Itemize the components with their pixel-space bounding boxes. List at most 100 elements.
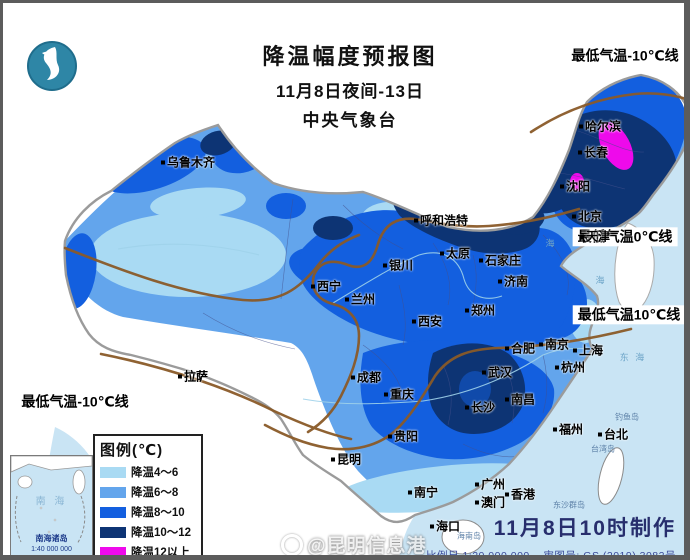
city-dot: [429, 524, 434, 528]
legend-swatch: [100, 486, 126, 498]
city-label: 沈阳: [559, 178, 590, 195]
isotherm-lines: [63, 92, 684, 451]
inset-scale: 1:40 000 000: [31, 546, 72, 553]
city-label: 石家庄: [478, 252, 521, 269]
inset-map-graphic: [11, 456, 92, 545]
annotation-minus10-topright: 最低气温-10℃线: [566, 46, 684, 66]
city-label: 兰州: [344, 291, 375, 308]
sea-label: 海: [545, 238, 557, 249]
city-dot: [413, 218, 418, 222]
city-label: 哈尔滨: [578, 118, 621, 135]
city-dot: [552, 427, 557, 431]
city-label: 澳门: [474, 494, 505, 511]
watermark-text: @昆明信息港: [307, 536, 427, 557]
agency-name: 中央气象台: [302, 111, 398, 130]
city-label: 贵阳: [387, 428, 418, 445]
city-dot: [464, 405, 469, 409]
isotherm-zero: [306, 207, 581, 434]
city-dot: [504, 397, 509, 401]
legend-swatch: [100, 526, 126, 538]
city-dot: [474, 500, 479, 504]
legend-row: 降温6～8: [100, 484, 196, 500]
city-label: 成都: [350, 369, 381, 386]
city-dot: [330, 457, 335, 461]
city-dot: [407, 490, 412, 494]
taiwan-island: [597, 447, 625, 505]
china-temperature-drop-map: [34, 73, 684, 555]
watermark-swirl-icon: [281, 533, 303, 555]
city-dot: [177, 374, 182, 378]
city-label: 西安: [411, 313, 442, 330]
province-borders: [202, 130, 645, 458]
watermark: @昆明信息港: [281, 531, 427, 557]
island-label: 海南岛: [457, 531, 481, 541]
city-label: 南京: [538, 336, 569, 353]
city-dot: [439, 251, 444, 255]
legend-swatch: [100, 466, 126, 478]
city-label: 拉萨: [177, 368, 208, 385]
city-label: 呼和浩特: [413, 212, 468, 229]
city-label: 乌鲁木齐: [160, 154, 215, 171]
city-label: 杭州: [554, 359, 585, 376]
weather-dragon-logo: [27, 41, 77, 91]
city-label: 长春: [577, 144, 608, 161]
city-label: 重庆: [383, 386, 414, 403]
legend-swatch: [100, 506, 126, 518]
city-dot: [579, 234, 584, 238]
city-dot: [572, 348, 577, 352]
city-dot: [474, 482, 479, 486]
legend-row: 降温12以上: [100, 544, 196, 555]
city-dot: [504, 492, 509, 496]
city-dot: [160, 160, 165, 164]
city-label: 郑州: [464, 302, 495, 319]
hainan-island: [441, 519, 485, 555]
city-dot: [478, 258, 483, 262]
city-label: 合肥: [504, 340, 535, 357]
production-time: 11月8日10时制作: [493, 517, 676, 540]
city-dot: [383, 392, 388, 396]
isotherm-minus10-northeast: [529, 92, 684, 134]
city-dot: [538, 342, 543, 346]
city-label: 南宁: [407, 484, 438, 501]
city-label: 南昌: [504, 391, 535, 408]
annotation-minus10-left: 最低气温-10℃线: [16, 392, 134, 412]
isotherm-ten: [263, 327, 633, 451]
annotation-ten: 最低气温10℃线: [572, 305, 684, 325]
annotation-zero: 最低气温0℃线: [572, 227, 678, 247]
city-label: 长沙: [464, 399, 495, 416]
city-dot: [310, 284, 315, 288]
inset-caption: 南海诸岛: [35, 534, 68, 543]
city-dot: [411, 319, 416, 323]
city-label: 上海: [572, 342, 603, 359]
isotherm-minus10-west: [63, 233, 361, 302]
map-scale: 比例尺 1:20 000 000: [426, 550, 530, 560]
forecast-date-range: 11月8日夜间-13日: [276, 82, 424, 101]
south-china-sea-inset: 南 海 南海诸岛 1:40 000 000: [10, 455, 93, 555]
legend-row: 降温4～6: [100, 464, 196, 480]
city-label: 太原: [439, 245, 470, 262]
city-dot: [578, 124, 583, 128]
city-dot: [577, 150, 582, 154]
city-dot: [597, 432, 602, 436]
legend-title: 图例(℃): [100, 442, 164, 459]
city-label: 昆明: [330, 451, 361, 468]
inset-sea-label: 南 海: [35, 496, 68, 508]
city-dot: [382, 263, 387, 267]
approval-number: 审图号: GS (2019) 3082号: [543, 550, 676, 560]
legend-swatch: [100, 546, 126, 555]
city-label: 香港: [504, 486, 535, 503]
city-label: 广州: [474, 476, 505, 493]
map-scale-and-approval: 比例尺 1:20 000 000 审图号: GS (2019) 3082号: [426, 548, 676, 560]
sea-label: 东 海: [619, 352, 647, 363]
legend: 图例(℃) 降温4～6 降温6～8 降温8～10 降温10～12 降温12以上: [93, 434, 203, 555]
city-label: 福州: [552, 421, 583, 438]
city-dot: [387, 434, 392, 438]
island-label: 东沙群岛: [553, 500, 585, 510]
legend-row: 降温10～12: [100, 524, 196, 540]
map-title-block: 降温幅度预报图 11月8日夜间-13日 中央气象台: [200, 39, 500, 131]
city-label: 台北: [597, 426, 628, 443]
island-label: 台湾岛: [591, 444, 615, 454]
city-dot: [571, 214, 576, 218]
city-label: 西宁: [310, 278, 341, 295]
